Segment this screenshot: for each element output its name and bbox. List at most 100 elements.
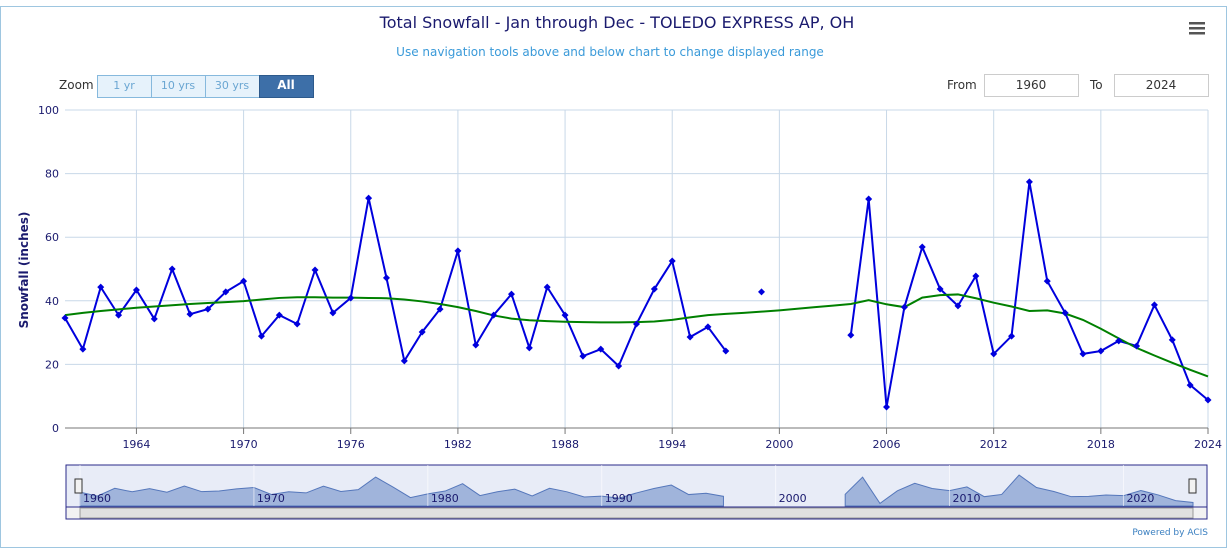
point-marker: [561, 311, 569, 319]
x-tick-label: 1970: [230, 438, 258, 451]
navigator-tick-label: 1990: [605, 492, 633, 505]
point-marker: [365, 194, 373, 202]
navigator-tick-label: 2010: [953, 492, 981, 505]
point-marker: [1097, 347, 1105, 355]
point-marker: [257, 332, 265, 340]
zoom-label: Zoom: [59, 78, 94, 92]
point-marker: [954, 302, 962, 310]
navigator-tick-label: 2020: [1126, 492, 1154, 505]
point-marker: [865, 195, 873, 203]
point-marker: [418, 328, 426, 336]
x-tick-label: 1982: [444, 438, 472, 451]
to-value: 2024: [1146, 78, 1177, 92]
point-marker: [240, 277, 248, 285]
point-marker: [1168, 336, 1176, 344]
point-marker: [436, 305, 444, 313]
scrollbar-thumb: [79, 507, 1194, 519]
point-marker: [132, 286, 140, 294]
point-marker: [168, 265, 176, 273]
x-tick-label: 1994: [658, 438, 686, 451]
point-marker: [883, 403, 891, 411]
point-marker: [704, 323, 712, 331]
navigator-tick-label: 1980: [431, 492, 459, 505]
point-marker: [1008, 332, 1016, 340]
to-label: To: [1089, 78, 1103, 92]
chart-subtitle: Use navigation tools above and below cha…: [396, 45, 824, 59]
menu-icon[interactable]: [1189, 22, 1205, 35]
y-tick-label: 0: [52, 422, 59, 435]
point-marker: [1025, 178, 1033, 186]
point-marker: [1043, 277, 1051, 285]
point-marker: [472, 341, 480, 349]
x-tick-label: 1976: [337, 438, 365, 451]
x-tick-label: 2006: [873, 438, 901, 451]
point-marker: [61, 314, 69, 322]
point-marker: [668, 257, 676, 265]
x-tick-label: 1964: [122, 438, 150, 451]
chart-title: Total Snowfall - Jan through Dec - TOLED…: [379, 13, 855, 32]
zoom-text: 30 yrs: [215, 79, 250, 92]
point-marker: [1079, 350, 1087, 358]
point-marker: [597, 345, 605, 353]
zoom-text: 10 yrs: [161, 79, 196, 92]
point-marker: [186, 310, 194, 318]
x-tick-label: 2012: [980, 438, 1008, 451]
y-tick-label: 100: [38, 104, 59, 117]
point-marker: [918, 243, 926, 251]
point-marker: [972, 272, 980, 280]
point-marker: [507, 290, 515, 298]
point-marker: [382, 274, 390, 282]
point-marker: [150, 315, 158, 323]
zoom-10yrs[interactable]: 10 yrs: [151, 75, 206, 98]
point-marker: [293, 320, 301, 328]
point-marker: [115, 311, 123, 319]
point-marker: [1061, 309, 1069, 317]
navigator-handle[interactable]: [74, 478, 83, 494]
navigator-area: [844, 474, 1194, 507]
zoom-all[interactable]: All: [259, 75, 314, 98]
navigator-area: [79, 476, 724, 507]
point-marker: [204, 305, 212, 313]
point-marker: [936, 285, 944, 293]
point-marker: [490, 311, 498, 319]
zoom-1yr[interactable]: 1 yr: [97, 75, 152, 98]
x-tick-label: 1988: [551, 438, 579, 451]
point-marker: [1186, 381, 1194, 389]
point-marker: [1204, 396, 1212, 404]
point-marker: [97, 283, 105, 291]
zoom-30yrs[interactable]: 30 yrs: [205, 75, 260, 98]
point-marker: [900, 303, 908, 311]
point-marker: [400, 357, 408, 365]
y-tick-label: 60: [45, 231, 59, 244]
navigator-tick-label: 1970: [257, 492, 285, 505]
to-input[interactable]: 2024: [1114, 74, 1209, 97]
point-marker: [454, 247, 462, 255]
point-marker: [1150, 301, 1158, 309]
point-marker: [1133, 342, 1141, 350]
credits: Powered by ACIS: [1132, 528, 1208, 538]
point-marker: [222, 288, 230, 296]
from-value: 1960: [1016, 78, 1047, 92]
from-input[interactable]: 1960: [984, 74, 1079, 97]
navigator-tick-label: 1960: [83, 492, 111, 505]
navigator-tick-label: 2000: [779, 492, 807, 505]
x-tick-label: 2024: [1194, 438, 1222, 451]
zoom-text: All: [277, 78, 295, 92]
point-marker: [347, 294, 355, 302]
y-tick-label: 40: [45, 295, 59, 308]
y-tick-label: 20: [45, 358, 59, 371]
point-marker: [329, 309, 337, 317]
point-marker: [686, 333, 694, 341]
point-marker: [525, 344, 533, 352]
from-label: From: [947, 78, 977, 92]
series-line: [64, 197, 727, 368]
point-marker: [847, 331, 855, 339]
point-marker: [579, 352, 587, 360]
point-marker: [1115, 337, 1123, 345]
x-tick-label: 2018: [1087, 438, 1115, 451]
zoom-text: 1 yr: [113, 79, 135, 92]
y-tick-label: 80: [45, 168, 59, 181]
point-marker: [722, 347, 730, 355]
navigator-handle[interactable]: [1188, 478, 1197, 494]
